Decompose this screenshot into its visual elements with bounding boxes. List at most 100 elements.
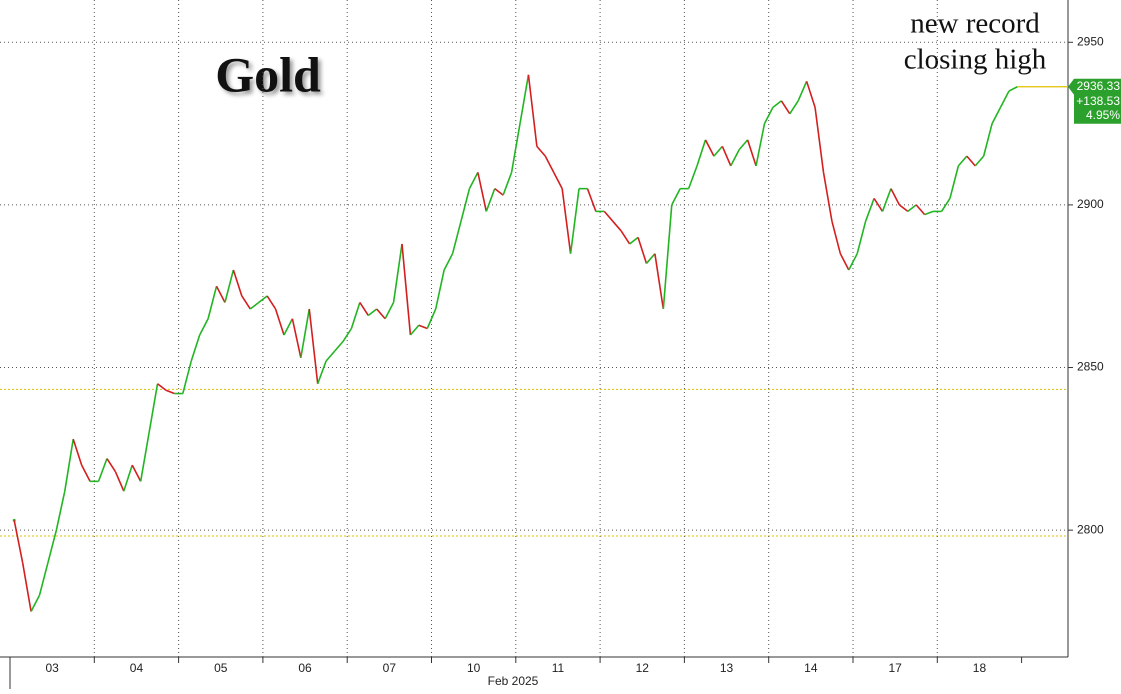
last-change: +138.53 <box>1076 94 1120 108</box>
price-segment <box>165 389 175 395</box>
y-tick-label: 2950 <box>1077 34 1104 48</box>
price-segment <box>434 269 445 310</box>
price-segment <box>730 149 740 167</box>
price-segment <box>131 464 142 482</box>
price-segment <box>468 172 479 190</box>
price-segment <box>814 107 825 173</box>
price-segment <box>258 295 268 304</box>
price-segment <box>502 172 513 196</box>
price-segment <box>426 308 437 329</box>
price-segment <box>274 308 285 336</box>
price-segment <box>629 236 639 245</box>
price-segment <box>612 220 622 232</box>
price-segment <box>907 204 917 213</box>
y-tick-label: 2850 <box>1077 360 1104 374</box>
price-segment <box>207 286 218 319</box>
price-segment <box>603 210 614 222</box>
price-segment <box>308 308 319 384</box>
x-tick-label: 04 <box>130 661 144 675</box>
price-segment <box>401 243 412 336</box>
price-segment <box>325 350 336 362</box>
price-segment <box>232 269 243 297</box>
price-segment <box>148 383 159 433</box>
price-segment <box>1008 86 1018 92</box>
price-segment <box>350 302 361 329</box>
price-segment <box>443 253 454 271</box>
price-segment <box>848 253 858 271</box>
x-tick-label: 11 <box>552 661 565 675</box>
price-segment <box>97 458 108 482</box>
price-segment <box>822 172 833 222</box>
price-segment <box>982 123 993 157</box>
price-segment <box>384 302 395 320</box>
price-segment <box>224 269 235 303</box>
x-tick-label: 05 <box>214 661 228 675</box>
price-segment <box>999 90 1010 108</box>
price-segment <box>949 165 960 199</box>
price-segment <box>662 204 673 310</box>
price-segment <box>249 301 260 310</box>
price-segment <box>856 220 867 254</box>
price-segment <box>789 100 799 115</box>
price-segment <box>755 123 766 167</box>
price-segment <box>763 106 774 124</box>
price-segment <box>359 302 369 316</box>
price-segment <box>544 155 555 173</box>
price-segment <box>873 197 884 212</box>
x-tick-label: 07 <box>383 661 397 675</box>
price-segment <box>966 155 976 167</box>
price-segment <box>553 172 563 190</box>
price-segment <box>21 562 32 612</box>
price-segment <box>805 81 816 108</box>
price-segment <box>915 204 926 216</box>
price-segment <box>460 188 471 222</box>
price-segment <box>157 383 167 391</box>
y-tick-label: 2800 <box>1077 522 1104 536</box>
price-segment <box>881 188 892 212</box>
price-segment <box>738 139 749 151</box>
price-segment <box>510 123 521 173</box>
price-segment <box>64 438 75 492</box>
price-segment <box>392 243 403 303</box>
price-segment <box>898 204 909 213</box>
price-segment <box>645 253 656 264</box>
price-segment <box>797 80 808 102</box>
price-segment <box>283 318 294 336</box>
price-segment <box>485 188 496 212</box>
price-segment <box>241 295 251 310</box>
price-segment <box>746 139 757 167</box>
price-segment <box>47 529 58 563</box>
price-segment <box>772 100 782 108</box>
price-segment <box>114 471 125 492</box>
price-segment <box>527 74 538 147</box>
price-segment <box>991 106 1002 124</box>
chart-title: Gold <box>215 46 321 102</box>
price-segment <box>316 360 327 385</box>
price-segment <box>494 188 504 196</box>
price-segment <box>418 324 428 330</box>
price-segment <box>409 324 420 336</box>
annotation: closing high <box>904 44 1047 76</box>
x-tick-label: 14 <box>804 661 818 675</box>
price-segment <box>182 360 193 394</box>
y-tick-label: 2900 <box>1077 197 1104 211</box>
price-segment <box>451 220 462 254</box>
price-segment <box>291 318 302 358</box>
price-segment <box>831 220 842 254</box>
price-segment <box>671 188 681 206</box>
x-tick-label: 17 <box>888 661 902 675</box>
price-segment <box>586 188 597 212</box>
price-segment <box>72 438 83 466</box>
price-segment <box>215 285 226 303</box>
price-segment <box>957 155 968 167</box>
price-segment <box>106 458 117 473</box>
price-segment <box>696 139 707 167</box>
price-segment <box>80 464 91 482</box>
price-segment <box>569 188 580 254</box>
x-tick-label: 10 <box>467 661 481 675</box>
price-segment <box>519 74 530 124</box>
price-segment <box>30 594 41 612</box>
price-segment <box>333 340 344 352</box>
price-segment <box>198 318 209 336</box>
